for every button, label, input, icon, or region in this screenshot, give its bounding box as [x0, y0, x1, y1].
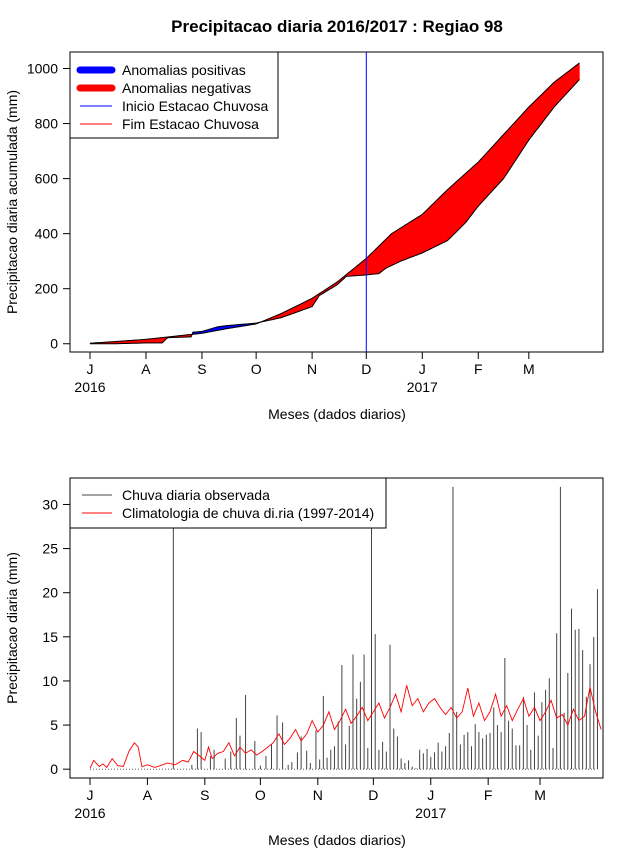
- legend-label-positive: Anomalias positivas: [122, 62, 246, 78]
- cumulative-y-axis: 0 200 400 600 800 1000: [27, 61, 71, 352]
- y-tick-label: 5: [50, 717, 58, 733]
- y-tick-label: 200: [35, 281, 59, 297]
- x-tick-label: A: [143, 787, 153, 803]
- x-tick-label: F: [484, 787, 493, 803]
- cumulative-x-axis-label: Meses (dados diarios): [268, 406, 406, 422]
- x-tick-label: S: [197, 361, 206, 377]
- y-tick-label: 400: [35, 226, 59, 242]
- legend-box: [69, 477, 387, 529]
- y-tick-label: 600: [35, 171, 59, 187]
- x-year-label: 2017: [407, 379, 438, 395]
- x-year-label: 2017: [415, 805, 446, 821]
- daily-x-axis: J A S O N D J F M 2016 2017: [74, 777, 546, 821]
- legend-label-season-end: Fim Estacao Chuvosa: [122, 116, 259, 132]
- x-year-label: 2016: [74, 805, 105, 821]
- x-tick-label: O: [255, 787, 266, 803]
- daily-y-axis: 0 5 10 15 20 25 30: [42, 496, 71, 777]
- x-tick-label: J: [419, 361, 426, 377]
- y-tick-label: 20: [42, 585, 58, 601]
- climatology-daily-line: [89, 685, 602, 769]
- x-tick-label: A: [141, 361, 151, 377]
- y-tick-label: 25: [42, 541, 58, 557]
- y-tick-label: 10: [42, 673, 58, 689]
- daily-y-axis-label: Precipitacao diaria (mm): [4, 552, 20, 704]
- x-tick-label: D: [361, 361, 371, 377]
- y-tick-label: 800: [35, 116, 59, 132]
- x-tick-label: F: [474, 361, 483, 377]
- legend-label-season-start: Inicio Estacao Chuvosa: [122, 98, 269, 114]
- x-tick-label: J: [87, 787, 94, 803]
- daily-x-axis-label: Meses (dados diarios): [268, 832, 406, 848]
- legend-label-observed: Chuva diaria observada: [122, 487, 270, 503]
- x-tick-label: J: [427, 787, 434, 803]
- daily-plot-area: [89, 486, 602, 770]
- negative-anomaly-band: [577, 62, 580, 83]
- cumulative-x-axis: J A S O N D J F M 2016 2017: [74, 351, 535, 395]
- climatology-cumulative-line: [89, 62, 580, 344]
- y-tick-label: 0: [50, 761, 58, 777]
- legend-label-negative: Anomalias negativas: [122, 80, 251, 96]
- cumulative-plot-area: [89, 52, 580, 352]
- y-tick-label: 30: [42, 496, 58, 512]
- chart-title: Precipitacao diaria 2016/2017 : Regiao 9…: [171, 17, 503, 36]
- cumulative-y-axis-label: Precipitacao diaria acumulada (mm): [4, 90, 20, 314]
- x-tick-label: D: [368, 787, 378, 803]
- legend-box: [69, 51, 279, 139]
- x-tick-label: O: [251, 361, 262, 377]
- daily-chart: J A S O N D J F M 2016 2017 0 5 10 15 20 25 30 Meses (da…: [4, 477, 604, 848]
- x-tick-label: J: [87, 361, 94, 377]
- x-tick-label: N: [307, 361, 317, 377]
- cumulative-legend: Anomalias positivas Anomalias negativas …: [69, 51, 279, 139]
- x-tick-label: M: [523, 361, 535, 377]
- cumulative-chart: Precipitacao diaria 2016/2017 : Regiao 9…: [4, 17, 604, 422]
- x-tick-label: N: [313, 787, 323, 803]
- observed-cumulative-line: [90, 79, 580, 345]
- daily-legend: Chuva diaria observada Climatologia de c…: [69, 477, 387, 529]
- y-tick-label: 15: [42, 629, 58, 645]
- x-tick-label: S: [200, 787, 209, 803]
- y-tick-label: 0: [50, 336, 58, 352]
- x-tick-label: M: [534, 787, 546, 803]
- x-year-label: 2016: [74, 379, 105, 395]
- legend-label-climatology: Climatologia de chuva di.ria (1997-2014): [122, 505, 374, 521]
- y-tick-label: 1000: [27, 61, 58, 77]
